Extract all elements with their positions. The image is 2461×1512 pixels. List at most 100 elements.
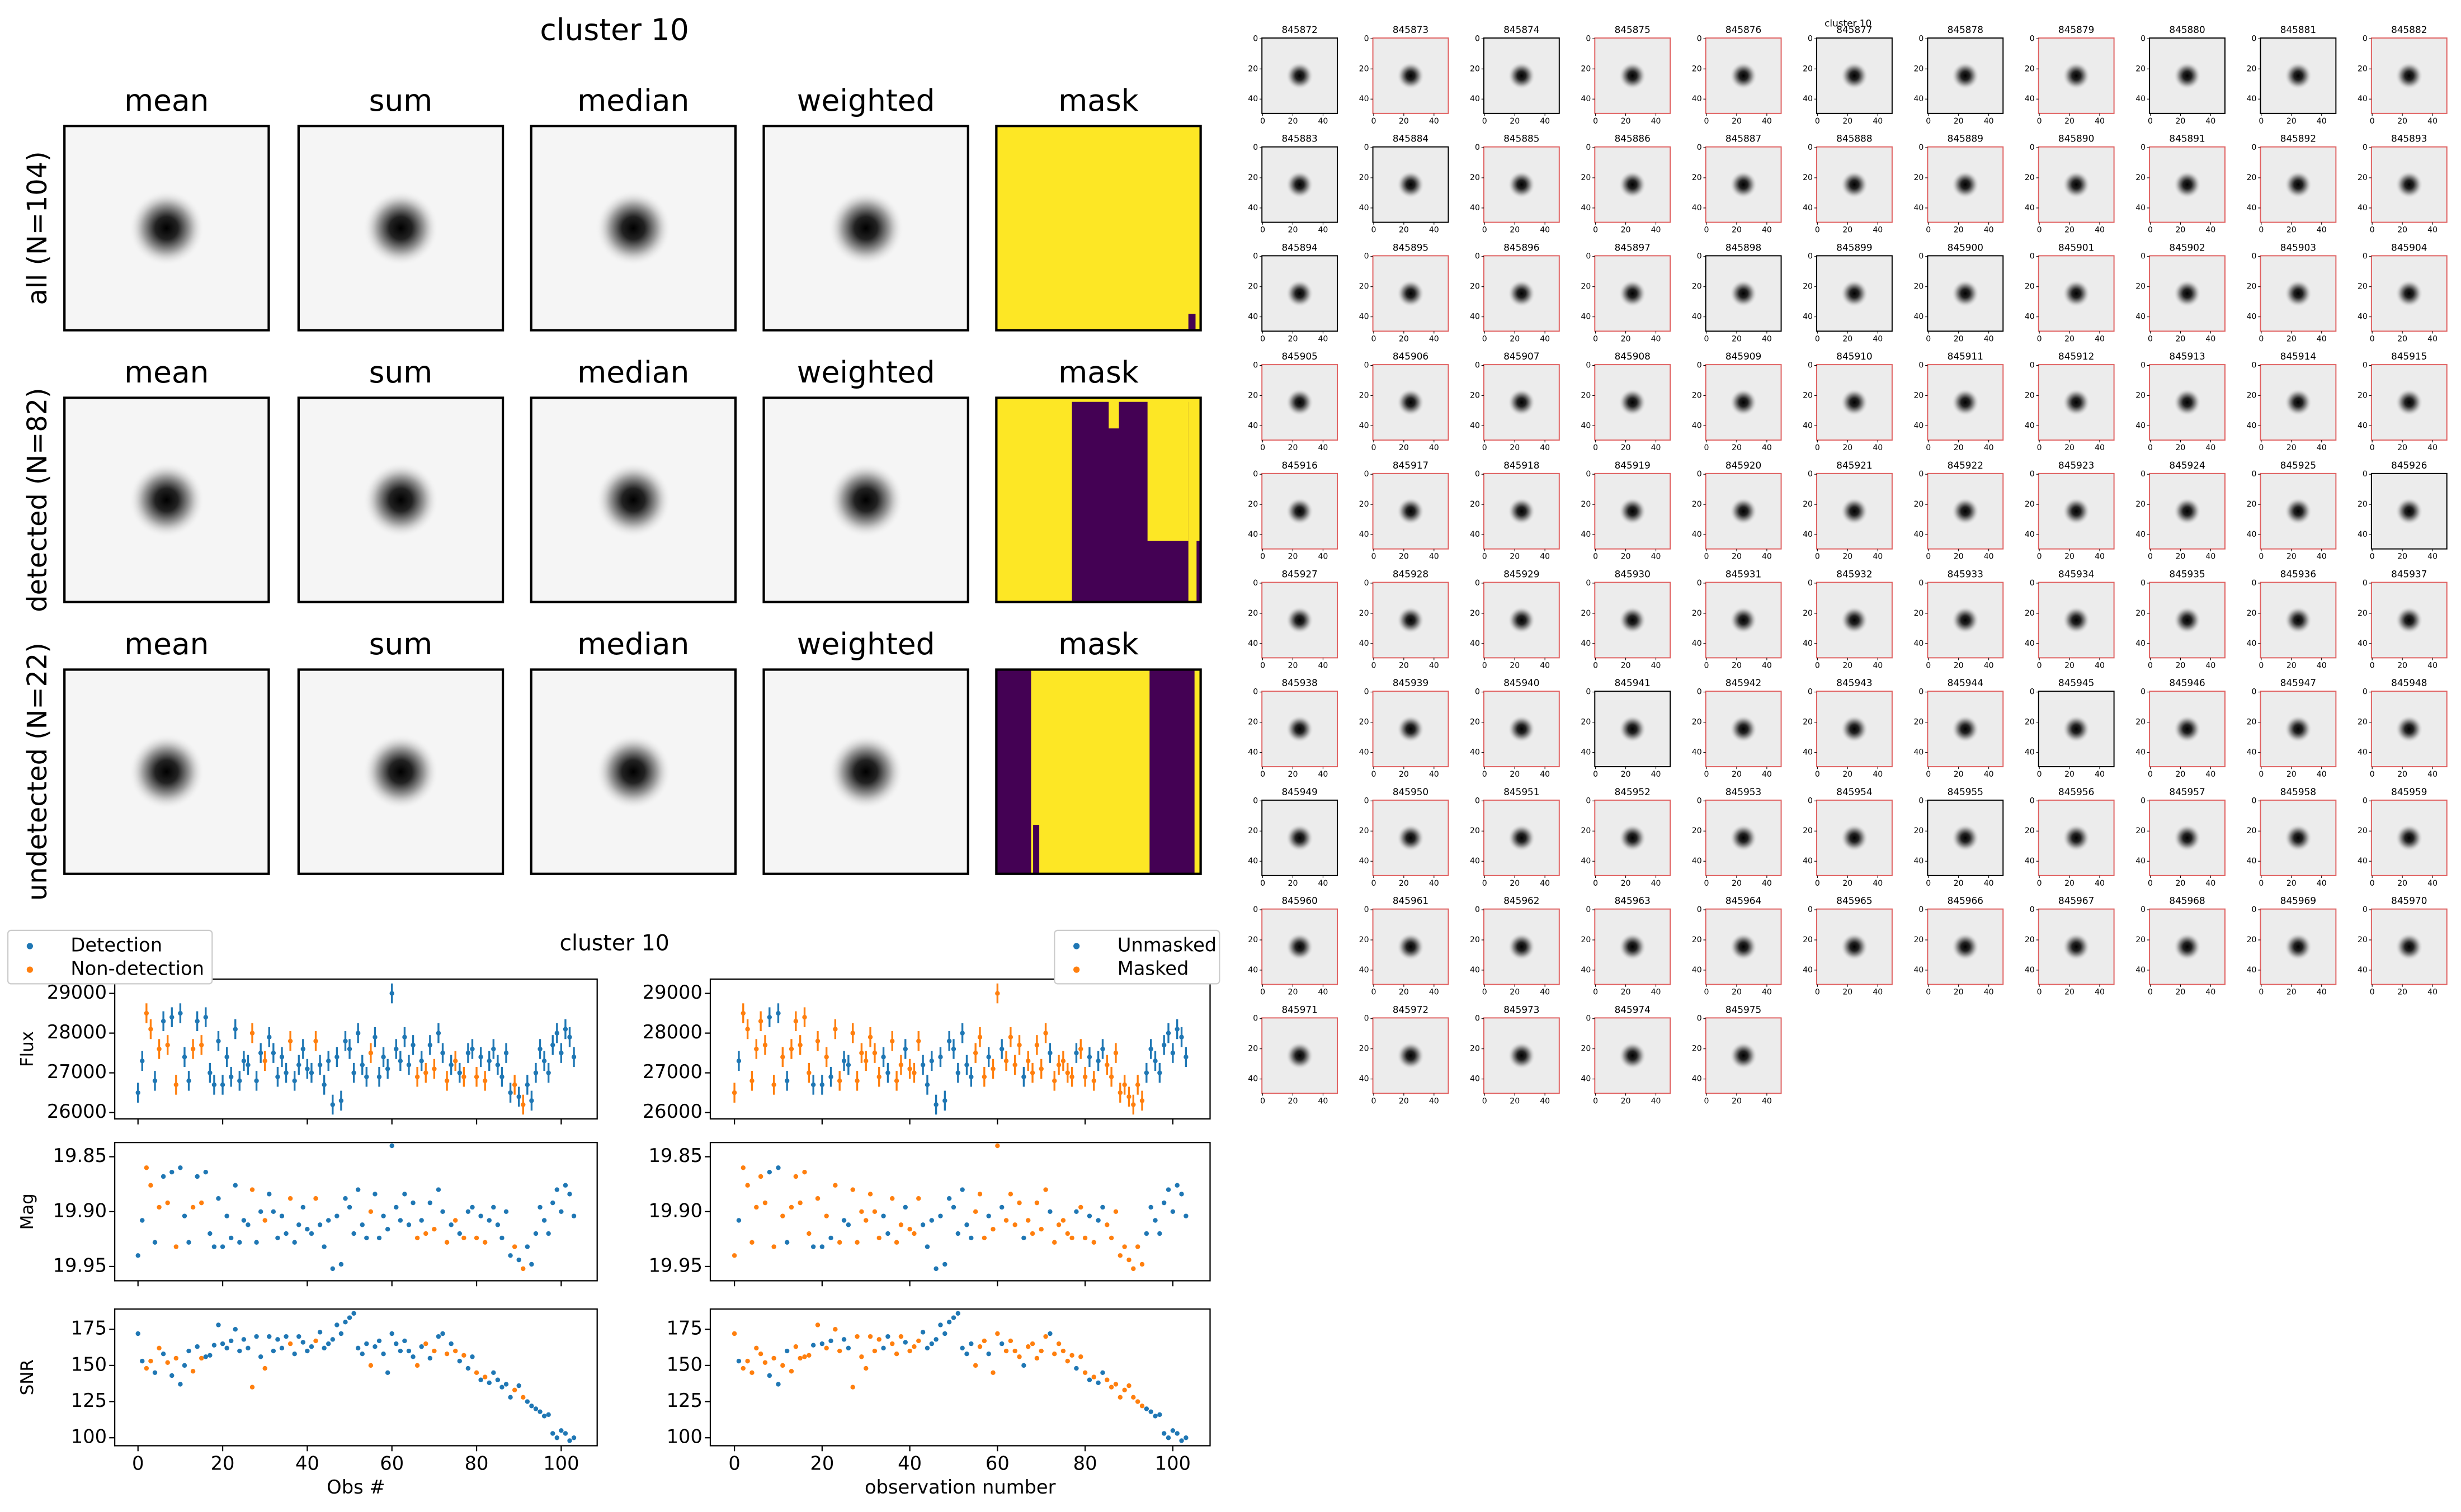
point <box>334 1213 340 1218</box>
point <box>550 1431 555 1436</box>
point <box>815 1196 821 1201</box>
point <box>173 1355 179 1361</box>
y-tick-label: 0 <box>2030 143 2035 152</box>
x-tick-label: 40 <box>2095 552 2105 561</box>
x-tick-label: 40 <box>2095 443 2105 452</box>
point <box>749 1078 755 1084</box>
point <box>807 1231 812 1236</box>
point <box>241 1337 247 1342</box>
source-blob <box>2284 170 2313 199</box>
point <box>982 1074 987 1079</box>
column-title: sum <box>369 83 433 118</box>
point <box>1161 1200 1167 1206</box>
y-tick-label: 0 <box>2141 470 2146 479</box>
y-tick-label: 40 <box>1692 313 1702 322</box>
point <box>512 1387 517 1393</box>
y-tick-label: 20 <box>1248 1045 1258 1053</box>
point <box>991 1226 996 1232</box>
y-tick-label: 40 <box>1248 204 1258 212</box>
point <box>322 1082 327 1088</box>
point <box>538 1204 543 1210</box>
column-title: sum <box>369 626 433 662</box>
point <box>819 1082 825 1088</box>
source-blob <box>2173 497 2201 526</box>
y-tick-label: 0 <box>1586 1014 1591 1023</box>
point <box>478 1377 483 1382</box>
point <box>432 1226 437 1232</box>
x-tick-label: 40 <box>2095 117 2105 126</box>
x-tick-label: 20 <box>2175 988 2185 997</box>
x-tick-label: 0 <box>2370 988 2375 997</box>
x-tick-label: 20 <box>2064 117 2075 126</box>
source-blob <box>1396 606 1425 635</box>
y-tick-label: 125 <box>667 1390 703 1411</box>
point <box>1043 1187 1048 1192</box>
point <box>487 1380 492 1386</box>
point <box>368 1209 374 1215</box>
point <box>741 1365 746 1371</box>
point <box>1078 1354 1083 1359</box>
y-tick-label: 20 <box>1914 173 1924 182</box>
column-title: median <box>577 626 689 662</box>
point <box>279 1055 285 1060</box>
point <box>148 1183 153 1188</box>
source-blob <box>363 462 439 538</box>
y-tick-label: 0 <box>2363 579 2368 588</box>
x-tick-label: 40 <box>2205 770 2215 779</box>
thumbnail-label: 845905 <box>1281 351 1317 362</box>
mask-region <box>1188 314 1196 330</box>
point <box>1048 1209 1053 1215</box>
x-tick-label: 0 <box>2259 770 2264 779</box>
legend-label: Non-detection <box>70 958 204 980</box>
y-tick-label: 0 <box>1697 252 1702 261</box>
y-tick-label: 40 <box>1803 313 1813 322</box>
point <box>946 1320 952 1325</box>
y-tick-label: 20 <box>2025 826 2035 835</box>
y-tick-label: 20 <box>2358 391 2368 400</box>
x-tick-label: 20 <box>2397 988 2407 997</box>
thumbnail-label: 845880 <box>2169 24 2205 35</box>
point <box>203 1014 209 1020</box>
point <box>885 1070 890 1075</box>
x-tick-label: 40 <box>1873 552 1883 561</box>
x-tick-label: 0 <box>1593 226 1598 235</box>
point <box>938 1322 943 1327</box>
x-tick-label: 0 <box>1926 879 1931 888</box>
thumbnail-label: 845933 <box>1948 568 1983 579</box>
point <box>1126 1257 1132 1263</box>
point <box>982 1338 987 1344</box>
source-blob <box>1507 170 1536 199</box>
thumbnail-label: 845900 <box>1948 242 1983 253</box>
x-tick-label: 20 <box>1732 117 1742 126</box>
source-blob <box>1618 279 1647 308</box>
x-tick-label: 0 <box>1593 879 1598 888</box>
point <box>296 1334 301 1339</box>
y-tick-label: 40 <box>1692 204 1702 212</box>
x-tick-label: 40 <box>1651 117 1661 126</box>
point <box>465 1365 471 1371</box>
y-tick-label: 20 <box>2135 391 2146 400</box>
y-tick-label: 40 <box>2358 313 2368 322</box>
point <box>157 1046 162 1052</box>
point <box>864 1059 869 1064</box>
legend-label: Masked <box>1118 958 1189 980</box>
point <box>440 1209 445 1215</box>
point <box>279 1345 285 1351</box>
x-tick-label: 0 <box>1704 1097 1709 1105</box>
mask-frame <box>995 396 1202 603</box>
point <box>220 1244 225 1249</box>
x-tick-label: 20 <box>1621 661 1631 670</box>
point <box>754 1204 759 1210</box>
point <box>317 1330 323 1335</box>
y-tick-label: 40 <box>1359 748 1369 757</box>
thumbnail-label: 845903 <box>2280 242 2316 253</box>
y-tick-label: 40 <box>2247 421 2257 430</box>
x-tick-label: 20 <box>1288 661 1298 670</box>
x-tick-label: 40 <box>2095 226 2105 235</box>
point <box>789 1046 794 1052</box>
source-blob <box>1840 715 1869 743</box>
source-blob <box>1840 606 1869 635</box>
point <box>776 1165 781 1170</box>
mask-region <box>1033 825 1040 874</box>
point <box>449 1062 454 1067</box>
